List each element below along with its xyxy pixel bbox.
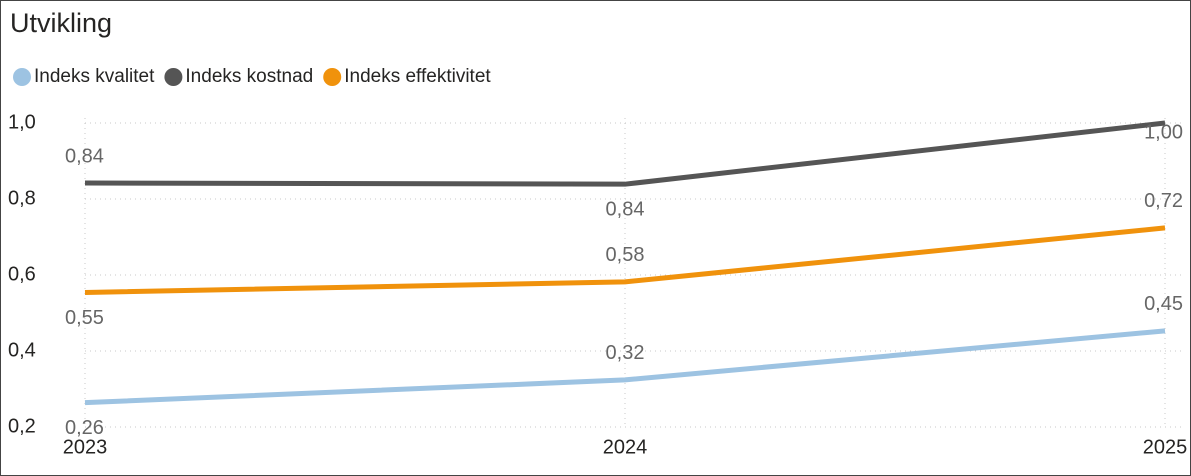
x-tick-label: 2024: [603, 436, 648, 458]
data-label: 0,45: [1144, 293, 1183, 315]
legend-label: Indeks kvalitet: [34, 66, 155, 87]
legend-label: Indeks kostnad: [185, 66, 313, 87]
x-tick-label: 2025: [1143, 436, 1188, 458]
y-tick-label: 0,6: [8, 263, 36, 285]
series-line: [84, 225, 1166, 295]
data-label: 0,55: [65, 307, 104, 329]
chart-title: Utvikling: [10, 8, 112, 38]
y-tick-label: 0,4: [8, 339, 36, 361]
legend-label: Indeks effektivitet: [344, 66, 491, 87]
y-tick-label: 0,8: [8, 187, 36, 209]
data-label: 0,58: [606, 244, 645, 266]
x-tick-label: 2023: [63, 436, 108, 458]
y-tick-label: 1,0: [8, 111, 36, 133]
data-label: 0,72: [1144, 190, 1183, 212]
series-line: [84, 120, 1166, 187]
data-label: 0,26: [65, 417, 104, 439]
data-label: 1,00: [1144, 122, 1183, 144]
series-line: [84, 328, 1166, 406]
y-tick-label: 0,2: [8, 415, 36, 437]
data-label: 0,84: [606, 198, 645, 220]
data-label: 0,84: [65, 145, 104, 167]
data-label: 0,32: [606, 342, 645, 364]
legend-marker: [323, 68, 342, 86]
legend-marker: [164, 68, 183, 86]
legend-marker: [13, 68, 31, 86]
